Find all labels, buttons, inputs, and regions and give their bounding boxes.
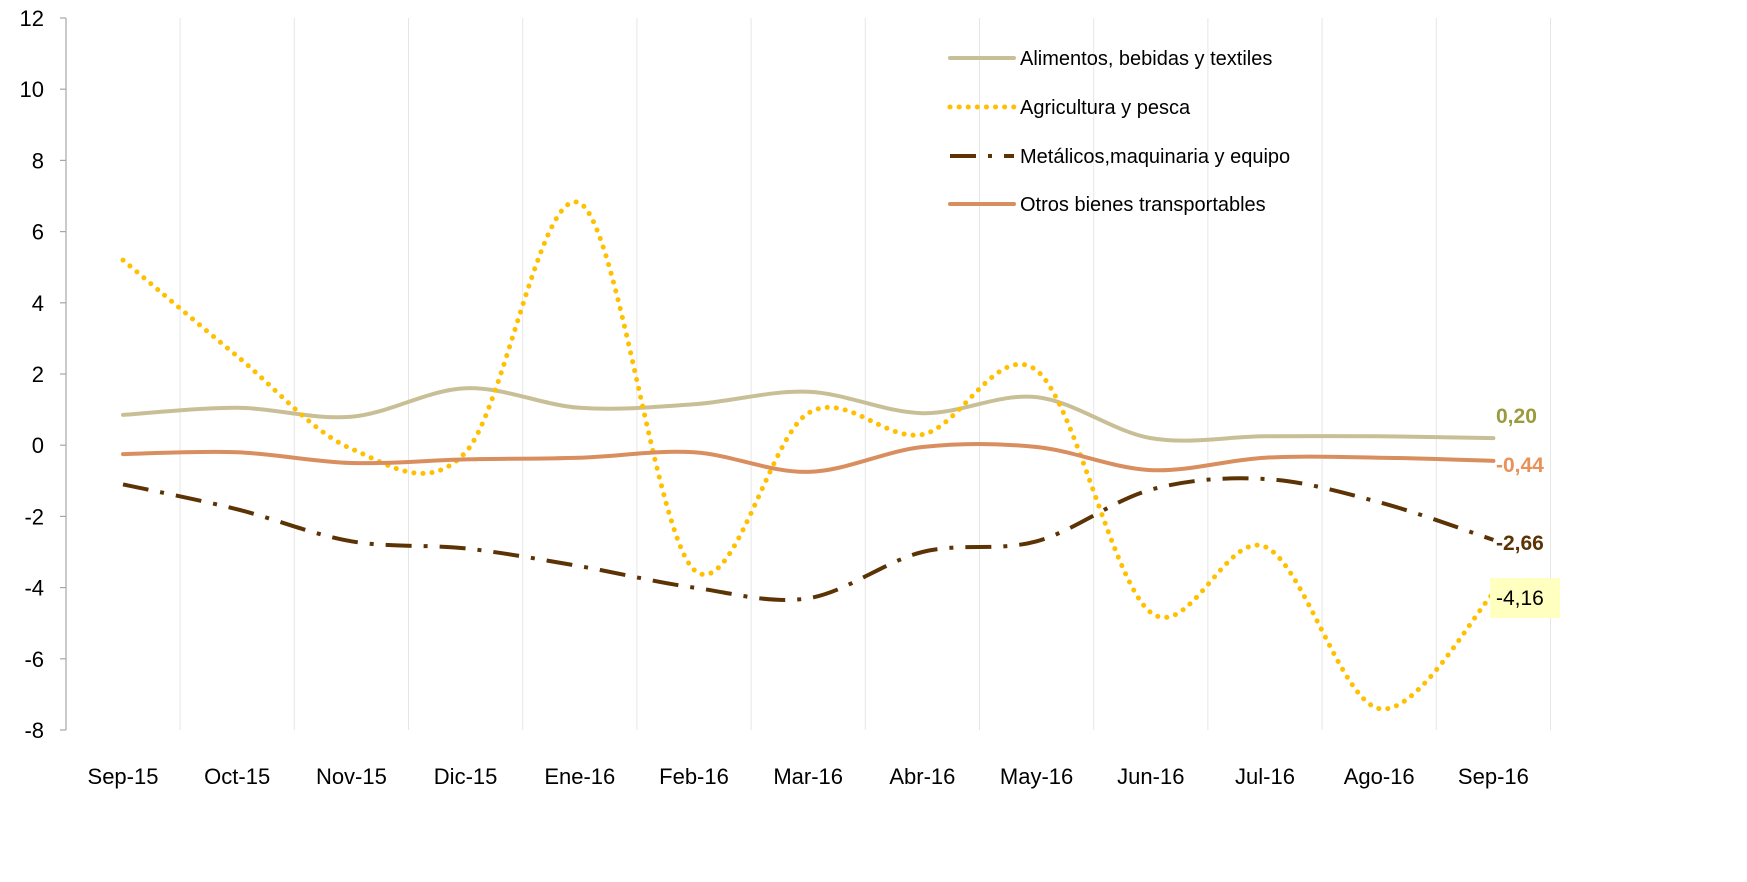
- x-tick-label: Feb-16: [659, 764, 729, 789]
- x-tick-label: Jul-16: [1235, 764, 1295, 789]
- legend-label: Alimentos, bebidas y textiles: [1020, 48, 1272, 70]
- x-tick-label: Ene-16: [544, 764, 615, 789]
- y-tick-label: 2: [32, 362, 44, 387]
- series-line-metalicos: [122, 476, 1495, 602]
- y-axis-tick-labels: -8 -6 -4 -2 0 2 4 6 8 10 12: [20, 6, 44, 743]
- end-value-label: -4,16: [1496, 587, 1544, 610]
- x-tick-label: Abr-16: [889, 764, 955, 789]
- y-tick-label: -8: [24, 718, 44, 743]
- series-line-otros: [121, 441, 1496, 474]
- end-value-label: 0,20: [1496, 405, 1537, 428]
- y-tick-label: 10: [20, 77, 44, 102]
- end-value-label: -0,44: [1496, 454, 1544, 477]
- y-tick-label: 12: [20, 6, 44, 31]
- y-tick-label: -2: [24, 504, 44, 529]
- y-tick-label: 0: [32, 433, 44, 458]
- x-tick-label: Oct-15: [204, 764, 270, 789]
- y-tick-label: 8: [32, 148, 44, 173]
- x-tick-label: Mar-16: [773, 764, 843, 789]
- x-tick-label: Ago-16: [1344, 764, 1415, 789]
- x-tick-label: Sep-15: [88, 764, 159, 789]
- x-tick-label: Sep-16: [1458, 764, 1529, 789]
- legend-label: Agricultura y pesca: [1020, 97, 1191, 119]
- x-tick-label: Dic-15: [434, 764, 498, 789]
- legend: Alimentos, bebidas y textiles Agricultura…: [947, 48, 1290, 216]
- x-tick-label: Nov-15: [316, 764, 387, 789]
- end-value-labels: 0,20 -4,16 -2,66 -0,44: [1490, 405, 1560, 618]
- y-tick-label: -6: [24, 647, 44, 672]
- legend-label: Otros bienes transportables: [1020, 194, 1266, 216]
- series-lines: [120, 199, 1496, 712]
- end-label-highlight: [1490, 578, 1560, 618]
- x-tick-label: Jun-16: [1117, 764, 1184, 789]
- y-tick-label: -4: [24, 576, 44, 601]
- x-axis-tick-labels: Sep-15 Oct-15 Nov-15 Dic-15 Ene-16 Feb-16 Mar-…: [88, 764, 1529, 789]
- x-tick-label: May-16: [1000, 764, 1073, 789]
- end-value-label: -2,66: [1496, 532, 1544, 555]
- series-line-agricultura: [120, 199, 1496, 712]
- y-tick-label: 4: [32, 291, 44, 316]
- legend-label: Metálicos,maquinaria y equipo: [1020, 146, 1290, 168]
- axes: [60, 17, 67, 731]
- gridlines: [179, 18, 1551, 730]
- series-line-alimentos: [121, 386, 1496, 443]
- y-tick-label: 6: [32, 220, 44, 245]
